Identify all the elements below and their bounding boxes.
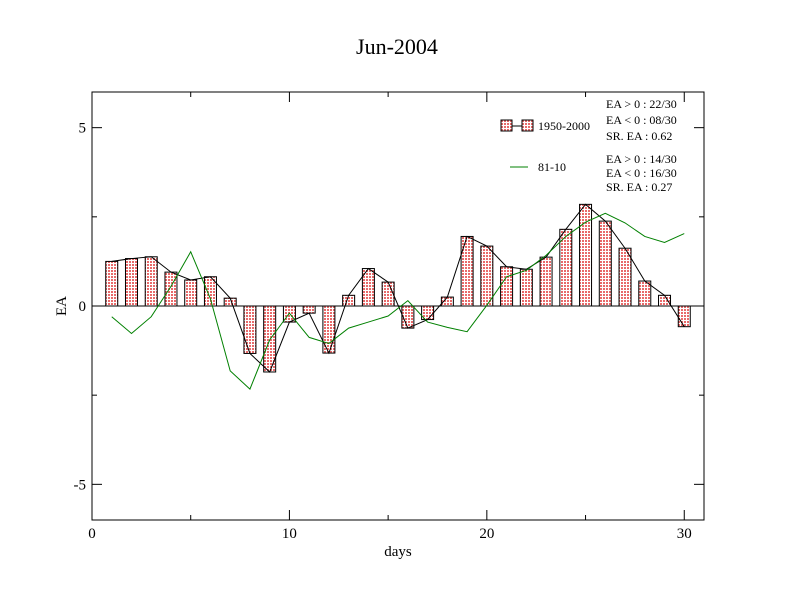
bar-day-22: [519, 268, 533, 307]
bar-day-20: [480, 245, 494, 307]
bar-day-8: [243, 305, 257, 354]
legend-swatch-1950-2000: [500, 119, 513, 132]
series-line-1950-2000: [111, 203, 685, 373]
bar-day-27: [618, 247, 632, 307]
bar-day-26: [598, 220, 612, 307]
plot-area: [92, 203, 704, 390]
bar-day-30: [677, 305, 691, 328]
bar-day-13: [342, 294, 356, 307]
y-axis-label: EA: [54, 296, 70, 316]
bar-day-4: [164, 271, 178, 307]
legend-stat-1950-2000: EA < 0 : 08/30: [606, 113, 677, 127]
bar-day-23: [539, 256, 553, 307]
legend-stat-1950-2000: SR. EA : 0.62: [606, 129, 672, 143]
bar-day-15: [381, 281, 395, 307]
legend: 1950-2000 EA > 0 : 22/30 EA < 0 : 08/30 SR.…: [500, 97, 677, 194]
legend-label-81-10: 81-10: [538, 160, 566, 174]
bar-day-25: [579, 203, 593, 307]
x-tick-label: 0: [88, 526, 96, 542]
x-tick-label: 10: [282, 526, 297, 542]
bar-day-3: [144, 256, 158, 307]
x-axis-label: days: [384, 544, 412, 560]
bar-day-19: [460, 235, 474, 307]
axes: 0 10 20 30 -5 0 5: [74, 91, 705, 542]
legend-stat-81-10: SR. EA : 0.27: [606, 180, 672, 194]
bar-day-1: [105, 260, 119, 307]
legend-swatch-1950-2000: [521, 119, 534, 132]
bar-day-12: [322, 305, 336, 354]
y-tick-label: -5: [74, 477, 87, 493]
y-tick-label: 0: [79, 299, 87, 315]
x-tick-label: 20: [479, 526, 494, 542]
bar-day-2: [124, 258, 138, 307]
bar-day-29: [658, 294, 672, 307]
legend-label-1950-2000: 1950-2000: [538, 119, 590, 133]
bar-day-5: [184, 279, 198, 307]
y-tick-label: 5: [79, 121, 87, 137]
bar-day-11: [302, 305, 316, 314]
series-line-81-10: [111, 212, 685, 390]
x-tick-label: 30: [677, 526, 692, 542]
bar-day-21: [500, 266, 514, 307]
legend-stat-81-10: EA > 0 : 14/30: [606, 152, 677, 166]
bar-day-28: [638, 280, 652, 307]
chart-title: Jun-2004: [356, 34, 438, 59]
legend-stat-81-10: EA < 0 : 16/30: [606, 166, 677, 180]
bar-day-16: [401, 305, 415, 329]
legend-stat-1950-2000: EA > 0 : 22/30: [606, 97, 677, 111]
